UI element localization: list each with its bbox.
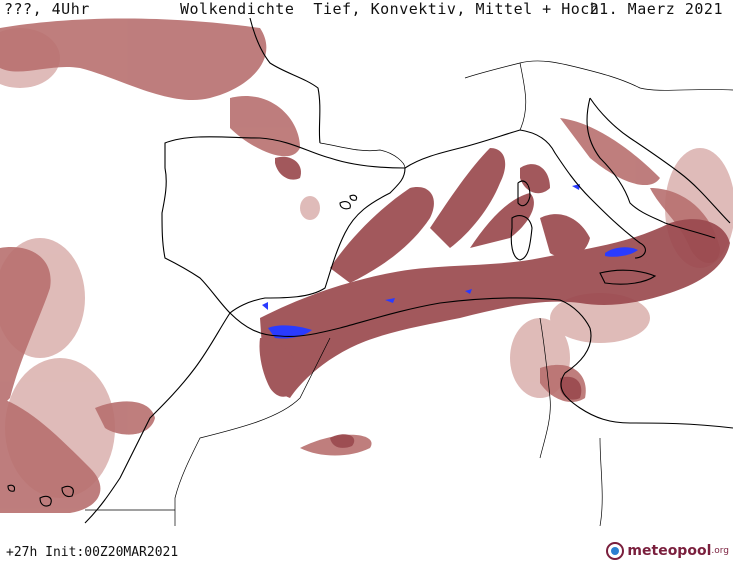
cloud-dense-layer xyxy=(259,148,730,448)
logo-text: meteopool xyxy=(627,543,712,559)
forecast-hour-label: ???, 4Uhr xyxy=(4,0,90,18)
map-title: Wolkendichte Tief, Konvektiv, Mittel + H… xyxy=(180,0,600,18)
cloud-medium-layer xyxy=(0,18,720,513)
logo-icon xyxy=(606,542,625,560)
coastlines xyxy=(7,18,733,524)
forecast-date: 21. Maerz 2021 xyxy=(589,0,723,18)
meteopool-logo[interactable]: meteopool .org xyxy=(606,540,729,562)
run-info: +27h Init:00Z20MAR2021 xyxy=(6,545,179,560)
logo-suffix: .org xyxy=(711,546,729,556)
cloud-density-map xyxy=(0,18,733,526)
convective-cells xyxy=(262,184,638,339)
borders xyxy=(85,60,733,526)
